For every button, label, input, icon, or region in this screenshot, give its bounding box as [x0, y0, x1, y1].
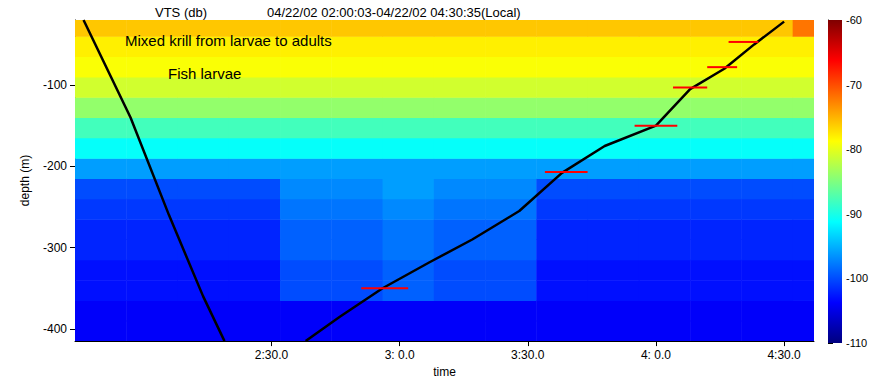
svg-text:4: 0.0: 4: 0.0: [641, 348, 671, 362]
svg-text:04/22/02 02:00:03-04/22/02 04:: 04/22/02 02:00:03-04/22/02 04:30:35(Loca…: [267, 5, 521, 20]
svg-text:Mixed krill from larvae to adu: Mixed krill from larvae to adults: [125, 32, 332, 49]
svg-text:-300: -300: [43, 241, 67, 255]
svg-text:-70: -70: [846, 79, 862, 91]
svg-text:3: 0.0: 3: 0.0: [385, 348, 415, 362]
svg-text:-60: -60: [846, 14, 862, 26]
svg-text:4:30.0: 4:30.0: [767, 348, 801, 362]
svg-text:-90: -90: [846, 208, 862, 220]
svg-text:3:30.0: 3:30.0: [511, 348, 545, 362]
svg-text:-400: -400: [43, 322, 67, 336]
svg-text:time: time: [433, 365, 456, 379]
svg-text:-110: -110: [846, 337, 867, 349]
svg-text:-100: -100: [43, 78, 67, 92]
svg-text:-80: -80: [846, 143, 862, 155]
svg-text:depth (m): depth (m): [18, 155, 32, 206]
svg-text:2:30.0: 2:30.0: [255, 348, 289, 362]
svg-text:Fish larvae: Fish larvae: [168, 65, 241, 82]
svg-text:-100: -100: [846, 272, 868, 284]
svg-text:-200: -200: [43, 159, 67, 173]
svg-text:VTS (db): VTS (db): [155, 5, 207, 20]
